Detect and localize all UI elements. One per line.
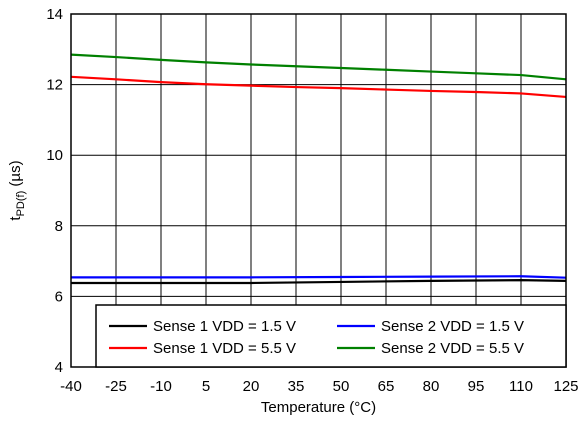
y-tick-label: 14 [46,6,63,23]
grid [71,14,566,367]
series-layer [70,53,567,285]
legend-label: Sense 1 VDD = 5.5 V [153,340,296,357]
legend-label: Sense 2 VDD = 5.5 V [381,340,524,357]
x-tick-label: 110 [509,378,533,395]
x-tick-label: -40 [60,378,82,395]
y-axis-ticks: 4 6 8 10 12 14 [46,6,63,376]
y-tick-label: 6 [55,288,63,305]
y-axis-title-unit: (µs) [7,160,24,190]
x-tick-label: -25 [105,378,127,395]
series-line-2 [71,275,567,279]
y-axis-title: tPD(f) (µs) [7,160,27,220]
x-tick-label: 5 [202,378,210,395]
series-line-4 [70,53,567,81]
y-axis-title-main: t [7,216,24,221]
x-tick-label: 95 [468,378,485,395]
x-tick-label: -10 [150,378,172,395]
legend-label: Sense 2 VDD = 1.5 V [381,318,524,335]
y-tick-label: 8 [55,218,63,235]
legend-label: Sense 1 VDD = 1.5 V [153,318,296,335]
y-tick-label: 10 [46,147,63,164]
x-tick-label: 80 [423,378,440,395]
y-axis-title-subscript: PD(f) [15,191,27,217]
legend-box [95,304,567,368]
x-axis-title: Temperature (°C) [261,399,376,416]
y-tick-label: 12 [46,77,63,94]
series-line-3 [70,75,567,99]
x-tick-label: 35 [288,378,305,395]
x-tick-label: 65 [378,378,395,395]
x-axis-ticks: -40 -25 -10 5 20 35 50 65 80 95 110 125 [60,378,578,395]
x-tick-label: 50 [333,378,350,395]
x-tick-label: 125 [553,378,578,395]
x-tick-label: 20 [243,378,260,395]
series-line-1 [71,279,567,285]
legend: Sense 1 VDD = 1.5 V Sense 2 VDD = 1.5 V Se… [95,304,567,368]
y-tick-label: 4 [55,359,63,376]
